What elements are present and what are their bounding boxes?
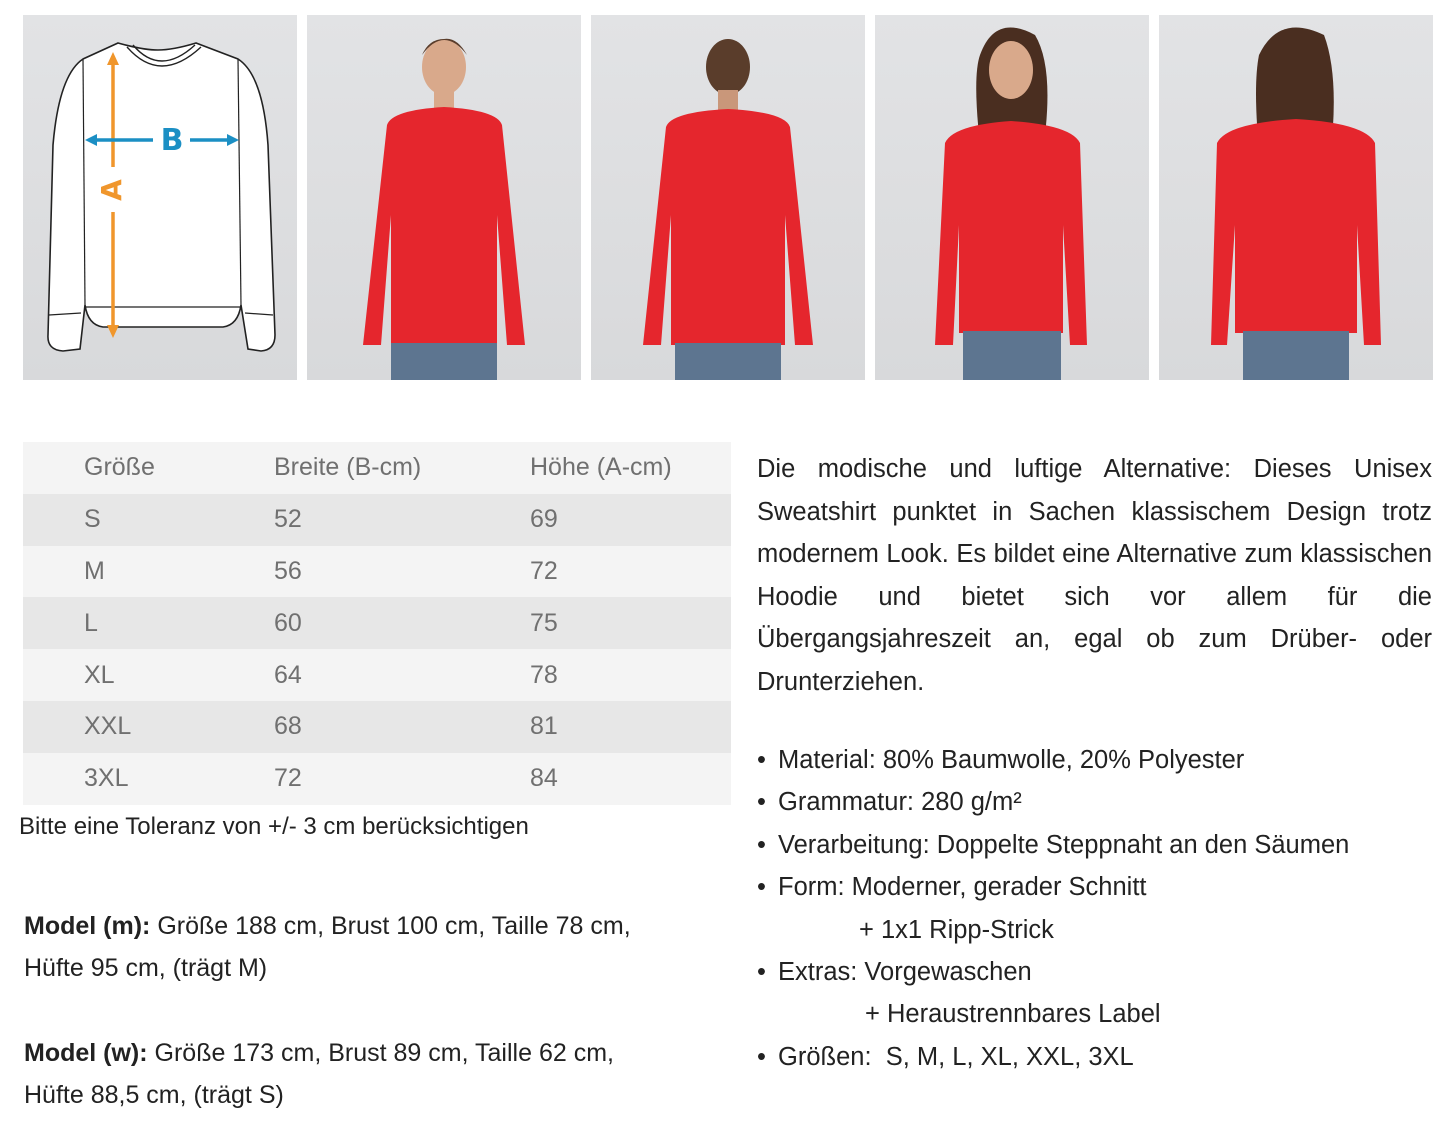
feature-item: • Verarbeitung: Doppelte Steppnaht an den… <box>757 830 1350 859</box>
header-size: Größe <box>84 453 155 482</box>
product-description: Die modische und luftige Alternative: Di… <box>757 455 1432 696</box>
model-label: Model (m): <box>24 912 151 940</box>
size-table: Größe Breite (B-cm) Höhe (A-cm) S 52 69 M 5… <box>23 442 731 805</box>
feature-item: • Material: 80% Baumwolle, 20% Polyester <box>757 746 1245 774</box>
height-arrow-a <box>107 52 119 338</box>
cell-height: 81 <box>530 712 558 741</box>
cell-height: 75 <box>530 608 558 637</box>
table-row: XL 64 78 <box>23 649 731 701</box>
model-measurements: Größe 173 cm, Brust 89 cm, Taille 62 cm, <box>147 1039 614 1067</box>
table-row: XXL 68 81 <box>23 700 731 753</box>
cell-size: XXL <box>84 712 132 741</box>
cell-width: 64 <box>274 660 302 689</box>
photo-male-front <box>307 15 581 380</box>
cell-width: 56 <box>274 556 302 585</box>
photo-male-back <box>591 15 865 380</box>
header-height: Höhe (A-cm) <box>530 453 672 482</box>
feature-subitem: + 1x1 Ripp-Strick <box>859 915 1054 944</box>
model-female-info: Model (w): Größe 173 cm, Brust 89 cm, Ta… <box>24 1032 724 1116</box>
cell-height: 78 <box>530 660 558 689</box>
feature-text: Verarbeitung: Doppelte Steppnaht an den … <box>778 830 1350 859</box>
cell-width: 68 <box>274 712 302 741</box>
photo-female-back <box>1159 15 1433 380</box>
feature-text: Grammatur: 280 g/m² <box>778 788 1022 817</box>
cell-size: XL <box>84 660 115 689</box>
cell-size: L <box>84 608 98 637</box>
model-measurements: Hüfte 88,5 cm, (trägt S) <box>24 1081 284 1109</box>
cell-width: 72 <box>274 764 302 793</box>
feature-item: • Extras: Vorgewaschen <box>757 958 1032 987</box>
cell-height: 72 <box>530 556 558 585</box>
feature-text: Größen: S, M, L, XL, XXL, 3XL <box>778 1042 1134 1071</box>
model-label: Model (w): <box>24 1039 148 1067</box>
photo-female-front <box>875 15 1149 380</box>
table-row: 3XL 72 84 <box>23 752 731 805</box>
table-row: L 60 75 <box>23 597 731 650</box>
feature-item: • Form: Moderner, gerader Schnitt <box>757 873 1147 902</box>
feature-text: Extras: Vorgewaschen <box>778 958 1032 987</box>
cell-width: 60 <box>274 608 302 637</box>
model-measurements: Hüfte 95 cm, (trägt M) <box>24 954 268 982</box>
cell-size: M <box>84 556 105 585</box>
label-b: B <box>161 123 184 158</box>
feature-item: • Größen: S, M, L, XL, XXL, 3XL <box>757 1042 1134 1071</box>
cell-size: 3XL <box>84 764 129 793</box>
cell-height: 84 <box>530 764 558 793</box>
width-arrow-b <box>85 134 239 146</box>
header-width: Breite (B-cm) <box>274 453 422 482</box>
feature-item: • Grammatur: 280 g/m² <box>757 788 1022 817</box>
table-header-row: Größe Breite (B-cm) Höhe (A-cm) <box>23 442 731 494</box>
size-diagram: A B <box>23 15 297 380</box>
model-male-info: Model (m): Größe 188 cm, Brust 100 cm, T… <box>24 905 724 989</box>
sweatshirt-outline-icon: A B <box>47 42 276 352</box>
tolerance-note: Bitte eine Toleranz von +/- 3 cm berücks… <box>19 813 529 840</box>
cell-size: S <box>84 505 101 534</box>
table-row: S 52 69 <box>23 493 731 546</box>
cell-width: 52 <box>274 505 302 534</box>
feature-text: Form: Moderner, gerader Schnitt <box>778 873 1147 902</box>
cell-height: 69 <box>530 505 558 534</box>
feature-list: • Material: 80% Baumwolle, 20% Polyester … <box>757 739 1349 1078</box>
table-row: M 56 72 <box>23 545 731 598</box>
feature-subitem: + Heraustrennbares Label <box>865 1000 1161 1029</box>
feature-text: Material: 80% Baumwolle, 20% Polyester <box>778 746 1245 774</box>
label-a: A <box>95 179 128 201</box>
model-measurements: Größe 188 cm, Brust 100 cm, Taille 78 cm… <box>150 912 631 940</box>
